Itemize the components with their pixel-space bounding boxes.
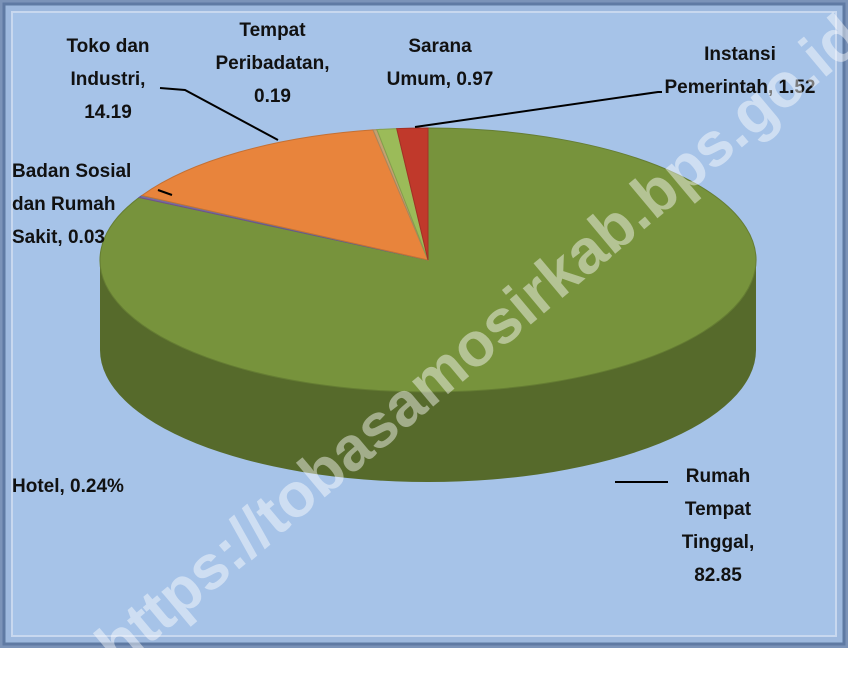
chart-canvas: [2, 2, 846, 646]
chart: Rumah Tempat Tinggal, 82.85 Hotel, 0.24%…: [0, 0, 848, 648]
pie-slice: [140, 129, 429, 261]
pie-side: [100, 260, 756, 482]
label: Toko dan Industri, 14.19: [66, 36, 150, 123]
label: Rumah Tempat Tinggal, 82.85: [681, 466, 755, 586]
label: Sarana Umum, 0.97: [386, 36, 494, 90]
pie-slice: [396, 127, 429, 261]
label: Tempat Peribadatan, 0.19: [215, 20, 330, 107]
label: Instansi Pemerintah, 1.52: [664, 44, 816, 98]
label: Hotel, 0.24%: [12, 476, 124, 497]
leader-lines: [157, 87, 668, 483]
label: Badan Sosial dan Rumah Sakit, 0.03: [12, 161, 132, 248]
pie: [99, 127, 757, 482]
